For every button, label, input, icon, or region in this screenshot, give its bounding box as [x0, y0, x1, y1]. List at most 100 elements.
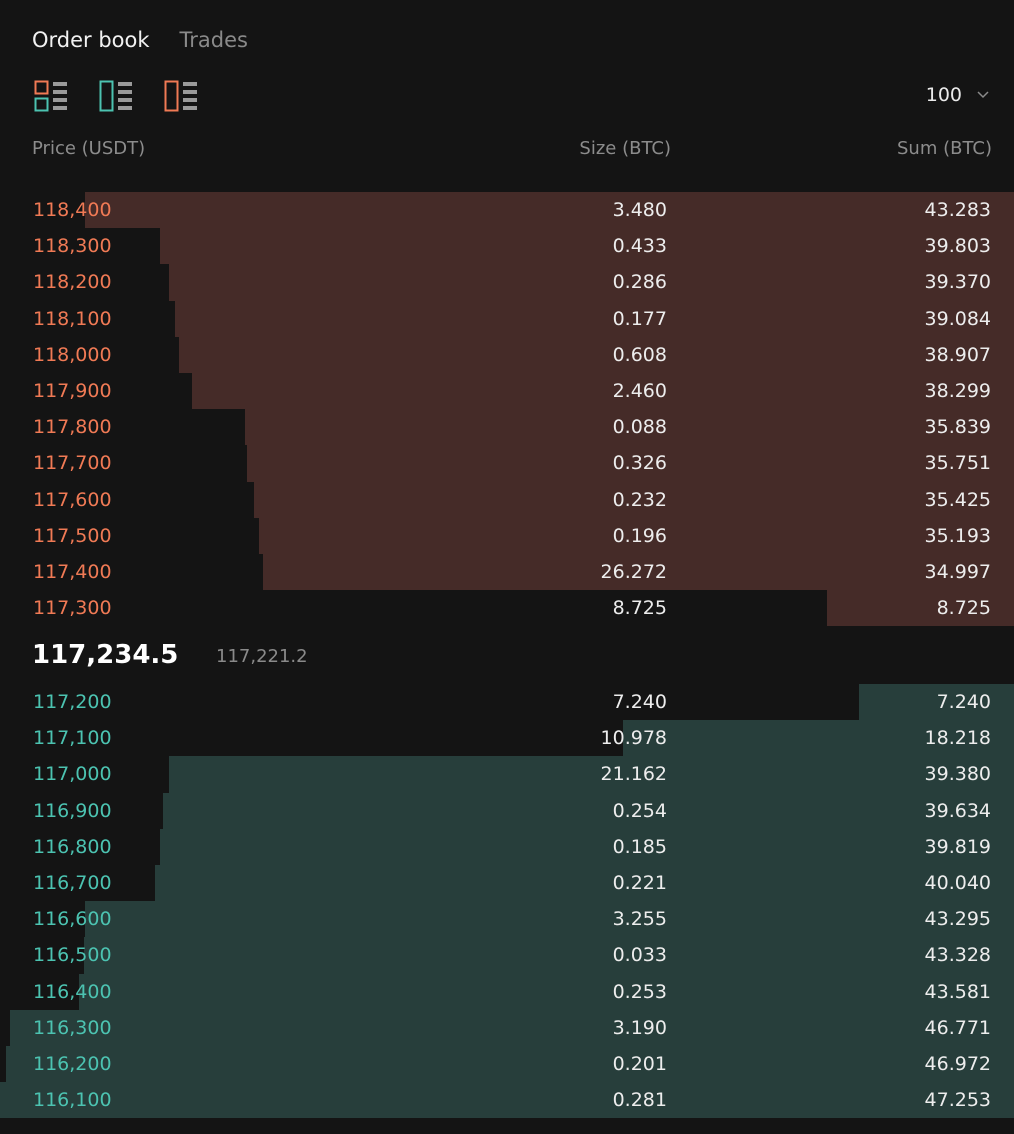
- price-cell: 116,100: [33, 1089, 112, 1112]
- size-cell: 3.190: [612, 1016, 667, 1039]
- price-cell: 116,300: [33, 1016, 112, 1039]
- sum-cell: 43.295: [924, 908, 991, 931]
- size-cell: 0.088: [612, 416, 667, 439]
- chevron-down-icon: [977, 91, 989, 99]
- ask-row[interactable]: 117,500 0.196 35.193: [0, 517, 1014, 554]
- size-column-header: Size (BTC): [579, 138, 671, 159]
- size-cell: 21.162: [600, 763, 667, 786]
- price-cell: 117,300: [33, 597, 112, 620]
- size-cell: 10.978: [600, 727, 667, 750]
- both-sides-view-icon[interactable]: [34, 80, 68, 112]
- ask-row[interactable]: 118,300 0.433 39.803: [0, 228, 1014, 265]
- size-cell: 0.326: [612, 452, 667, 475]
- size-cell: 7.240: [612, 691, 667, 713]
- size-cell: 0.433: [612, 235, 667, 258]
- depth-bar: [85, 901, 1014, 938]
- ask-row[interactable]: 118,000 0.608 38.907: [0, 336, 1014, 373]
- price-cell: 116,800: [33, 835, 112, 858]
- sum-cell: 38.299: [924, 379, 991, 402]
- ask-row[interactable]: 117,600 0.232 35.425: [0, 481, 1014, 518]
- ask-row[interactable]: 117,300 8.725 8.725: [0, 590, 1014, 627]
- tab-trades[interactable]: Trades: [179, 28, 248, 52]
- sum-cell: 39.084: [924, 307, 991, 330]
- ask-row[interactable]: 117,900 2.460 38.299: [0, 372, 1014, 410]
- size-cell: 0.286: [612, 271, 667, 294]
- bid-row[interactable]: 116,300 3.190 46.771: [0, 1009, 1014, 1046]
- price-cell: 118,300: [33, 235, 112, 258]
- depth-bar: [623, 720, 1014, 757]
- bid-row[interactable]: 117,200 7.240 7.240: [0, 684, 1014, 721]
- depth-bar: [192, 372, 1014, 410]
- ask-row[interactable]: 118,200 0.286 39.370: [0, 264, 1014, 301]
- size-cell: 0.254: [612, 799, 667, 822]
- ask-row[interactable]: 117,400 26.272 34.997: [0, 553, 1014, 591]
- depth-bar: [827, 590, 1014, 627]
- sum-cell: 46.972: [924, 1052, 991, 1075]
- price-cell: 117,500: [33, 524, 112, 547]
- size-cell: 8.725: [612, 597, 667, 620]
- depth-select[interactable]: 100: [926, 84, 990, 106]
- bid-row[interactable]: 116,600 3.255 43.295: [0, 901, 1014, 938]
- tab-order-book[interactable]: Order book: [32, 28, 150, 52]
- asks-only-view-icon[interactable]: [164, 80, 198, 112]
- mark-price: 117,221.2: [216, 646, 308, 667]
- size-cell: 0.281: [612, 1089, 667, 1112]
- size-cell: 0.253: [612, 980, 667, 1003]
- bid-row[interactable]: 117,000 21.162 39.380: [0, 756, 1014, 793]
- sum-cell: 43.328: [924, 944, 991, 967]
- sum-cell: 47.253: [924, 1089, 991, 1112]
- price-column-header: Price (USDT): [32, 138, 146, 159]
- depth-select-value: 100: [925, 84, 962, 106]
- bid-row[interactable]: 116,500 0.033 43.328: [0, 937, 1014, 974]
- sum-column-header: Sum (BTC): [897, 138, 992, 159]
- bid-row[interactable]: 116,400 0.253 43.581: [0, 973, 1014, 1010]
- price-cell: 117,700: [33, 452, 112, 475]
- depth-bar: [859, 684, 1014, 721]
- size-cell: 0.033: [612, 944, 667, 967]
- bid-row[interactable]: 117,100 10.978 18.218: [0, 720, 1014, 757]
- depth-bar: [245, 409, 1014, 446]
- size-cell: 3.480: [612, 199, 667, 221]
- depth-bar: [263, 553, 1014, 591]
- depth-bar: [169, 756, 1014, 793]
- ask-row[interactable]: 118,400 3.480 43.283: [0, 192, 1014, 229]
- size-cell: 26.272: [600, 560, 667, 583]
- bid-row[interactable]: 116,700 0.221 40.040: [0, 864, 1014, 902]
- price-cell: 116,500: [33, 944, 112, 967]
- bid-row[interactable]: 116,800 0.185 39.819: [0, 828, 1014, 865]
- last-price: 117,234.5: [32, 640, 179, 670]
- depth-bar: [160, 828, 1014, 865]
- sum-cell: 40.040: [924, 871, 991, 894]
- price-cell: 117,600: [33, 488, 112, 511]
- sum-cell: 43.283: [924, 199, 991, 221]
- depth-bar: [179, 336, 1014, 373]
- bid-row[interactable]: 116,100 0.281 47.253: [0, 1082, 1014, 1119]
- depth-bar: [79, 973, 1014, 1010]
- ask-row[interactable]: 117,700 0.326 35.751: [0, 445, 1014, 482]
- sum-cell: 35.839: [924, 416, 991, 439]
- bids-list: 117,200 7.240 7.240 117,100 10.978 18.218 117,…: [0, 684, 1014, 1119]
- price-cell: 117,100: [33, 727, 112, 750]
- price-cell: 118,000: [33, 343, 112, 366]
- depth-bar: [160, 228, 1014, 265]
- bid-row[interactable]: 116,900 0.254 39.634: [0, 792, 1014, 829]
- bid-row[interactable]: 116,200 0.201 46.972: [0, 1045, 1014, 1083]
- sum-cell: 46.771: [924, 1016, 991, 1039]
- view-mode-toggle: [34, 80, 198, 112]
- sum-cell: 39.634: [924, 799, 991, 822]
- price-cell: 117,000: [33, 763, 112, 786]
- size-cell: 0.608: [612, 343, 667, 366]
- price-cell: 116,600: [33, 908, 112, 931]
- depth-bar: [175, 300, 1014, 337]
- price-cell: 117,800: [33, 416, 112, 439]
- depth-bar: [155, 864, 1014, 902]
- size-cell: 0.185: [612, 835, 667, 858]
- ask-row[interactable]: 118,100 0.177 39.084: [0, 300, 1014, 337]
- sum-cell: 39.819: [924, 835, 991, 858]
- ask-row[interactable]: 117,800 0.088 35.839: [0, 409, 1014, 446]
- sum-cell: 43.581: [924, 980, 991, 1003]
- size-cell: 0.196: [612, 524, 667, 547]
- bids-only-view-icon[interactable]: [99, 80, 133, 112]
- sum-cell: 34.997: [924, 560, 991, 583]
- price-cell: 116,900: [33, 799, 112, 822]
